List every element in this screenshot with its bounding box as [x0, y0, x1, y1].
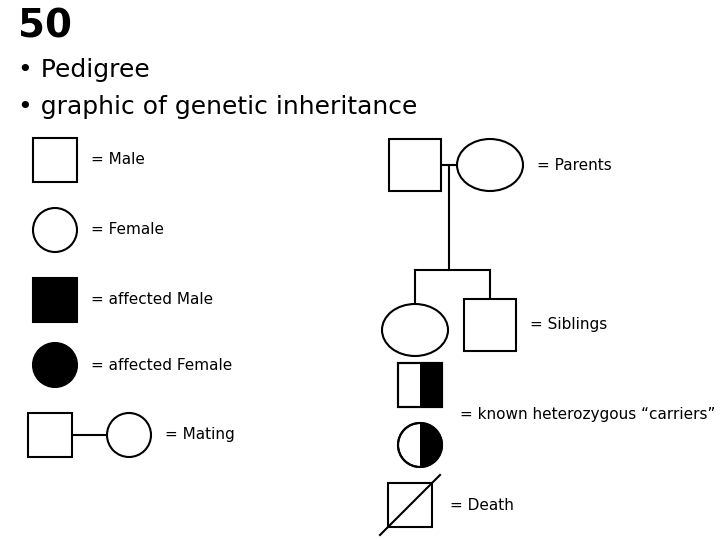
Text: • graphic of genetic inheritance: • graphic of genetic inheritance: [18, 95, 418, 119]
Bar: [398, 363, 442, 407]
Wedge shape: [420, 423, 442, 467]
Bar: [420, 363, 442, 407]
Bar: [464, 299, 516, 351]
Circle shape: [398, 423, 442, 467]
Ellipse shape: [382, 304, 448, 356]
Text: = known heterozygous “carriers”: = known heterozygous “carriers”: [460, 408, 716, 422]
Text: = Parents: = Parents: [537, 158, 612, 172]
Bar: [398, 363, 442, 407]
Circle shape: [33, 208, 77, 252]
Text: = Male: = Male: [91, 152, 145, 167]
Bar: [28, 413, 72, 457]
Ellipse shape: [457, 139, 523, 191]
Text: = Female: = Female: [91, 222, 164, 238]
Bar: [389, 139, 441, 191]
Text: = Siblings: = Siblings: [530, 318, 607, 333]
Text: = Mating: = Mating: [165, 428, 235, 442]
Text: = affected Male: = affected Male: [91, 293, 213, 307]
Text: = Death: = Death: [450, 497, 514, 512]
Bar: [33, 278, 77, 322]
Bar: [388, 483, 432, 527]
Circle shape: [33, 343, 77, 387]
Text: = affected Female: = affected Female: [91, 357, 233, 373]
Bar: [33, 138, 77, 182]
Text: • Pedigree: • Pedigree: [18, 58, 150, 82]
Text: 50: 50: [18, 8, 72, 46]
Circle shape: [107, 413, 151, 457]
